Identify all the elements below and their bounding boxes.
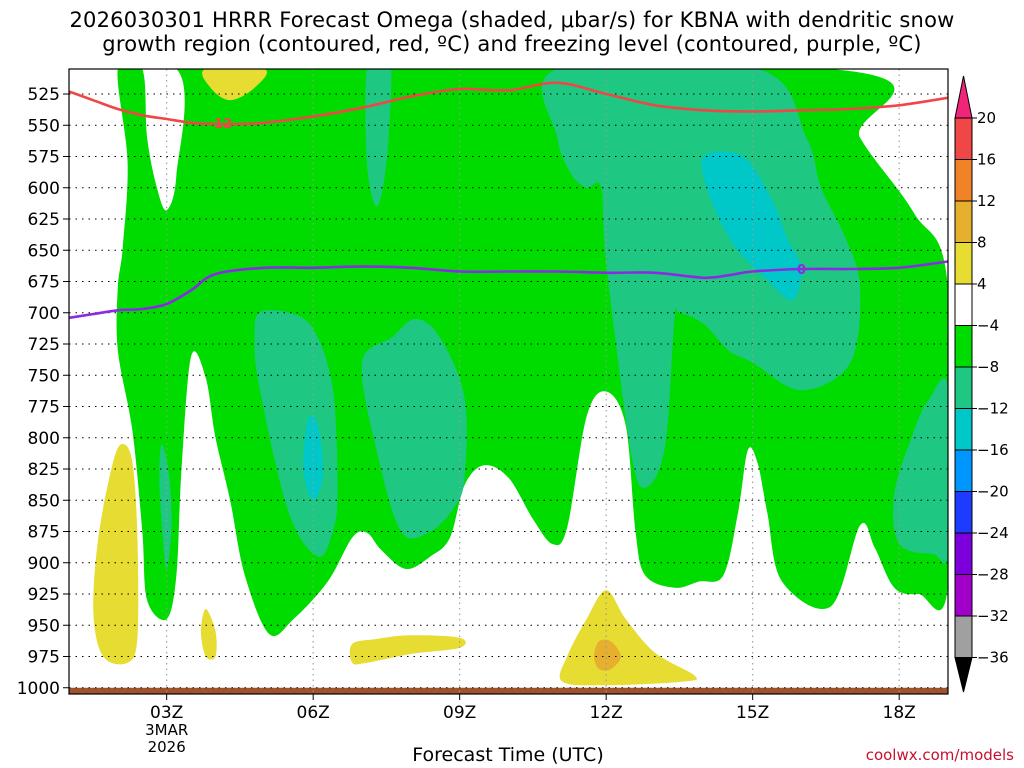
- y-tick-label-600: 600: [28, 179, 60, 199]
- y-tick-label-750: 750: [28, 366, 60, 386]
- omega-region-5: [361, 319, 467, 539]
- ground-surface: [69, 687, 948, 694]
- omega-region-1: [225, 69, 501, 226]
- x-tick-label-06Z: 06Z: [297, 703, 330, 723]
- colorbar-label-12: −32: [977, 607, 1009, 625]
- omega-region-6: [893, 378, 948, 564]
- y-tick-label-850: 850: [28, 491, 60, 511]
- y-tick-label-875: 875: [28, 523, 60, 543]
- omega-region-8: [701, 151, 802, 301]
- colorbar-bin-10: [954, 491, 973, 534]
- y-tick-label-650: 650: [28, 241, 60, 261]
- colorbar-top-triangle: [954, 75, 973, 119]
- omega-region-11: [93, 444, 139, 665]
- plot-frame: [68, 68, 949, 695]
- x-tick-date: 3MAR: [145, 721, 188, 739]
- contour-freezing-level: [69, 260, 948, 320]
- colorbar-label-13: −36: [977, 649, 1009, 667]
- colorbar-label-6: −8: [977, 358, 999, 376]
- omega-region-12: [200, 609, 217, 660]
- colorbar-bin-1: [954, 117, 973, 160]
- y-tick-label-575: 575: [28, 148, 60, 168]
- colorbar-bin-3: [954, 200, 973, 243]
- contour-dendritic-snow-growth-region: [69, 81, 948, 126]
- plot-border: [68, 68, 949, 695]
- colorbar-label-11: −28: [977, 566, 1009, 584]
- x-tick-label-03Z: 03Z: [150, 703, 183, 723]
- omega-region-10: [202, 69, 268, 101]
- colorbar-label-7: −12: [977, 400, 1009, 418]
- omega-region-7: [159, 444, 172, 569]
- y-tick-label-700: 700: [28, 304, 60, 324]
- colorbar-label-8: −16: [977, 441, 1009, 459]
- colorbar-bottom-triangle: [954, 657, 973, 693]
- colorbar-label-9: −20: [977, 483, 1009, 501]
- y-tick-label-800: 800: [28, 429, 60, 449]
- x-tick-label-15Z: 15Z: [736, 703, 769, 723]
- y-tick-label-525: 525: [28, 85, 60, 105]
- colorbar-bin-2: [954, 159, 973, 202]
- y-tick-label-775: 775: [28, 398, 60, 418]
- credit-link[interactable]: coolwx.com/models: [865, 746, 1014, 764]
- omega-region-14: [559, 590, 698, 686]
- y-tick-label-825: 825: [28, 460, 60, 480]
- y-tick-label-900: 900: [28, 554, 60, 574]
- y-tick-label-950: 950: [28, 616, 60, 636]
- y-axis: 525 550 575 600 625 650 675 700 725 750 775 800 825 8…: [17, 85, 69, 699]
- chart-title-line-1: 2026030301 HRRR Forecast Omega (shaded, …: [69, 8, 955, 32]
- x-tick-label-18Z: 18Z: [883, 703, 916, 723]
- colorbar-bin-9: [954, 449, 973, 492]
- y-tick-label-625: 625: [28, 210, 60, 230]
- y-tick-label-975: 975: [28, 648, 60, 668]
- colorbar-label-2: 12: [977, 192, 996, 210]
- colorbar-label-1: 16: [977, 151, 996, 169]
- omega-region-9: [303, 415, 324, 501]
- colorbar-bin-5: [954, 283, 973, 326]
- colorbar-label-4: 4: [977, 275, 987, 293]
- y-tick-label-1000: 1000: [17, 679, 60, 699]
- colorbar-label-5: −4: [977, 317, 999, 335]
- colorbar-label-10: −24: [977, 524, 1009, 542]
- y-tick-label-550: 550: [28, 116, 60, 136]
- x-tick-label-12Z: 12Z: [590, 703, 623, 723]
- colorbar-label-3: 8: [977, 234, 987, 252]
- colorbar-bin-8: [954, 408, 973, 451]
- colorbar-bin-4: [954, 242, 973, 285]
- x-tick-year: 2026: [148, 738, 186, 756]
- colorbar-bin-6: [954, 325, 973, 368]
- y-tick-label-675: 675: [28, 273, 60, 293]
- chart-title-line-2: growth region (contoured, red, ºC) and f…: [102, 32, 922, 56]
- colorbar-bin-12: [954, 574, 973, 617]
- contour-label-freezing-level: 0: [797, 263, 806, 278]
- omega-region-13: [349, 635, 466, 665]
- colorbar-bin-13: [954, 615, 973, 658]
- x-tick-label-09Z: 09Z: [443, 703, 476, 723]
- omega-region-15: [594, 639, 621, 671]
- ground-bar: [69, 687, 948, 694]
- y-tick-label-925: 925: [28, 585, 60, 605]
- contour-lines: -12 0: [69, 81, 948, 320]
- x-axis-title: Forecast Time (UTC): [412, 744, 604, 766]
- colorbar-bin-11: [954, 532, 973, 575]
- colorbar-bin-7: [954, 366, 973, 409]
- y-tick-label-725: 725: [28, 335, 60, 355]
- colorbar-legend: 20 16 12 8 4 −4 −8 −12 −16 −20 −24 −28 −32 −36: [954, 75, 1009, 693]
- chart-title: 2026030301 HRRR Forecast Omega (shaded, …: [0, 8, 1024, 56]
- contour-label-dendritic-snow-growth-region: -12: [209, 117, 233, 132]
- colorbar-label-0: 20: [977, 109, 996, 127]
